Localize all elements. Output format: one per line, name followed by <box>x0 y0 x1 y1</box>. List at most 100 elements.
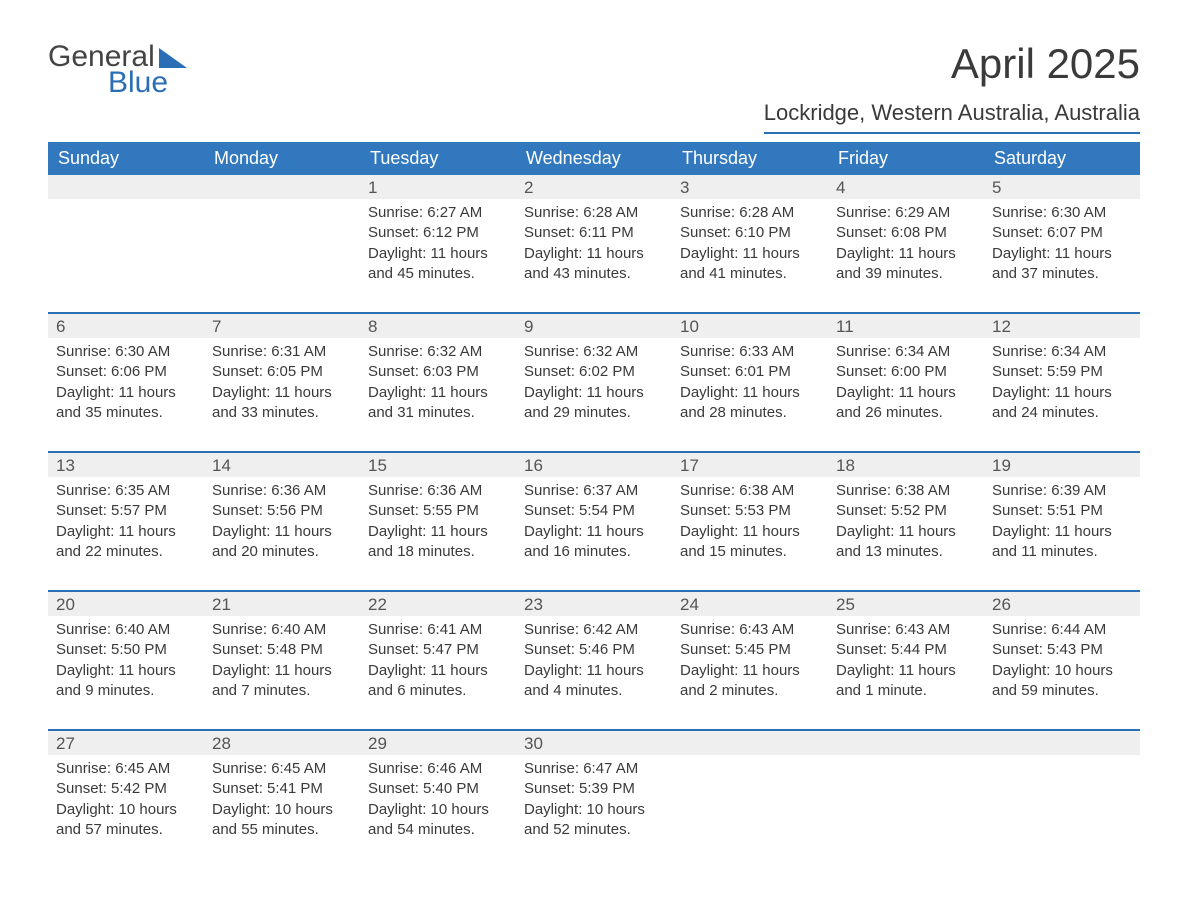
title-block: April 2025 Lockridge, Western Australia,… <box>764 40 1140 134</box>
day-number: 28 <box>204 731 360 755</box>
calendar-cell: 21Sunrise: 6:40 AMSunset: 5:48 PMDayligh… <box>204 591 360 730</box>
day-detail-line: Sunset: 5:46 PM <box>524 640 664 660</box>
day-detail-line: Sunrise: 6:29 AM <box>836 203 976 223</box>
day-detail-line: Sunrise: 6:38 AM <box>836 481 976 501</box>
day-detail-line: Daylight: 10 hours and 54 minutes. <box>368 800 508 841</box>
day-detail-line: Sunset: 6:05 PM <box>212 362 352 382</box>
day-number: 14 <box>204 453 360 477</box>
calendar-cell: 17Sunrise: 6:38 AMSunset: 5:53 PMDayligh… <box>672 452 828 591</box>
day-header: Thursday <box>672 142 828 175</box>
calendar-cell: 16Sunrise: 6:37 AMSunset: 5:54 PMDayligh… <box>516 452 672 591</box>
calendar-cell: 13Sunrise: 6:35 AMSunset: 5:57 PMDayligh… <box>48 452 204 591</box>
day-details: Sunrise: 6:34 AMSunset: 6:00 PMDaylight:… <box>828 338 984 451</box>
day-detail-line: Daylight: 11 hours and 15 minutes. <box>680 522 820 563</box>
day-details <box>48 199 204 309</box>
calendar-cell: 26Sunrise: 6:44 AMSunset: 5:43 PMDayligh… <box>984 591 1140 730</box>
day-number <box>984 731 1140 755</box>
day-detail-line: Sunrise: 6:40 AM <box>212 620 352 640</box>
day-detail-line: Sunset: 5:47 PM <box>368 640 508 660</box>
day-details: Sunrise: 6:41 AMSunset: 5:47 PMDaylight:… <box>360 616 516 729</box>
day-number: 10 <box>672 314 828 338</box>
calendar-cell: 8Sunrise: 6:32 AMSunset: 6:03 PMDaylight… <box>360 313 516 452</box>
day-detail-line: Sunrise: 6:32 AM <box>368 342 508 362</box>
day-detail-line: Sunset: 5:59 PM <box>992 362 1132 382</box>
day-detail-line: Daylight: 11 hours and 33 minutes. <box>212 383 352 424</box>
day-detail-line: Sunset: 6:12 PM <box>368 223 508 243</box>
day-detail-line: Sunset: 6:07 PM <box>992 223 1132 243</box>
day-number <box>672 731 828 755</box>
calendar-cell <box>828 730 984 868</box>
day-detail-line: Sunset: 6:02 PM <box>524 362 664 382</box>
day-detail-line: Sunset: 6:10 PM <box>680 223 820 243</box>
day-detail-line: Sunset: 5:43 PM <box>992 640 1132 660</box>
day-number: 25 <box>828 592 984 616</box>
day-detail-line: Daylight: 11 hours and 6 minutes. <box>368 661 508 702</box>
day-number <box>48 175 204 199</box>
day-details: Sunrise: 6:47 AMSunset: 5:39 PMDaylight:… <box>516 755 672 868</box>
day-number: 30 <box>516 731 672 755</box>
day-details: Sunrise: 6:46 AMSunset: 5:40 PMDaylight:… <box>360 755 516 868</box>
day-detail-line: Sunrise: 6:43 AM <box>836 620 976 640</box>
day-number: 16 <box>516 453 672 477</box>
day-details: Sunrise: 6:28 AMSunset: 6:11 PMDaylight:… <box>516 199 672 312</box>
day-detail-line: Daylight: 11 hours and 4 minutes. <box>524 661 664 702</box>
location-subtitle: Lockridge, Western Australia, Australia <box>764 100 1140 134</box>
day-detail-line: Sunrise: 6:30 AM <box>56 342 196 362</box>
calendar-cell: 4Sunrise: 6:29 AMSunset: 6:08 PMDaylight… <box>828 175 984 313</box>
day-details: Sunrise: 6:30 AMSunset: 6:06 PMDaylight:… <box>48 338 204 451</box>
day-number: 3 <box>672 175 828 199</box>
calendar-cell: 5Sunrise: 6:30 AMSunset: 6:07 PMDaylight… <box>984 175 1140 313</box>
day-header: Friday <box>828 142 984 175</box>
day-details <box>204 199 360 309</box>
day-detail-line: Sunrise: 6:36 AM <box>212 481 352 501</box>
day-details: Sunrise: 6:40 AMSunset: 5:48 PMDaylight:… <box>204 616 360 729</box>
calendar-cell: 10Sunrise: 6:33 AMSunset: 6:01 PMDayligh… <box>672 313 828 452</box>
day-number: 23 <box>516 592 672 616</box>
day-detail-line: Daylight: 11 hours and 16 minutes. <box>524 522 664 563</box>
calendar-cell: 25Sunrise: 6:43 AMSunset: 5:44 PMDayligh… <box>828 591 984 730</box>
day-details: Sunrise: 6:43 AMSunset: 5:44 PMDaylight:… <box>828 616 984 729</box>
day-detail-line: Sunrise: 6:30 AM <box>992 203 1132 223</box>
day-details: Sunrise: 6:36 AMSunset: 5:55 PMDaylight:… <box>360 477 516 590</box>
day-detail-line: Sunrise: 6:36 AM <box>368 481 508 501</box>
day-details: Sunrise: 6:42 AMSunset: 5:46 PMDaylight:… <box>516 616 672 729</box>
day-number: 13 <box>48 453 204 477</box>
calendar-cell: 7Sunrise: 6:31 AMSunset: 6:05 PMDaylight… <box>204 313 360 452</box>
calendar-cell: 28Sunrise: 6:45 AMSunset: 5:41 PMDayligh… <box>204 730 360 868</box>
day-number: 5 <box>984 175 1140 199</box>
day-number: 4 <box>828 175 984 199</box>
day-details: Sunrise: 6:28 AMSunset: 6:10 PMDaylight:… <box>672 199 828 312</box>
calendar-cell: 30Sunrise: 6:47 AMSunset: 5:39 PMDayligh… <box>516 730 672 868</box>
day-header: Sunday <box>48 142 204 175</box>
day-details: Sunrise: 6:35 AMSunset: 5:57 PMDaylight:… <box>48 477 204 590</box>
day-detail-line: Daylight: 11 hours and 1 minute. <box>836 661 976 702</box>
day-detail-line: Daylight: 11 hours and 20 minutes. <box>212 522 352 563</box>
calendar-cell <box>48 175 204 313</box>
day-number: 17 <box>672 453 828 477</box>
day-number: 15 <box>360 453 516 477</box>
calendar-cell: 29Sunrise: 6:46 AMSunset: 5:40 PMDayligh… <box>360 730 516 868</box>
day-detail-line: Sunrise: 6:42 AM <box>524 620 664 640</box>
day-detail-line: Daylight: 10 hours and 52 minutes. <box>524 800 664 841</box>
day-detail-line: Sunrise: 6:32 AM <box>524 342 664 362</box>
day-detail-line: Daylight: 11 hours and 7 minutes. <box>212 661 352 702</box>
day-number <box>828 731 984 755</box>
day-details: Sunrise: 6:38 AMSunset: 5:53 PMDaylight:… <box>672 477 828 590</box>
calendar-cell: 22Sunrise: 6:41 AMSunset: 5:47 PMDayligh… <box>360 591 516 730</box>
calendar-week: 6Sunrise: 6:30 AMSunset: 6:06 PMDaylight… <box>48 313 1140 452</box>
calendar-cell: 1Sunrise: 6:27 AMSunset: 6:12 PMDaylight… <box>360 175 516 313</box>
day-detail-line: Sunset: 5:40 PM <box>368 779 508 799</box>
day-details <box>828 755 984 865</box>
day-detail-line: Sunrise: 6:28 AM <box>524 203 664 223</box>
calendar-week: 1Sunrise: 6:27 AMSunset: 6:12 PMDaylight… <box>48 175 1140 313</box>
day-detail-line: Sunset: 5:42 PM <box>56 779 196 799</box>
day-detail-line: Daylight: 11 hours and 45 minutes. <box>368 244 508 285</box>
day-detail-line: Daylight: 11 hours and 24 minutes. <box>992 383 1132 424</box>
day-number: 27 <box>48 731 204 755</box>
day-number: 12 <box>984 314 1140 338</box>
day-details: Sunrise: 6:33 AMSunset: 6:01 PMDaylight:… <box>672 338 828 451</box>
day-detail-line: Sunrise: 6:41 AM <box>368 620 508 640</box>
day-detail-line: Daylight: 10 hours and 55 minutes. <box>212 800 352 841</box>
calendar-cell <box>204 175 360 313</box>
day-detail-line: Sunset: 5:56 PM <box>212 501 352 521</box>
